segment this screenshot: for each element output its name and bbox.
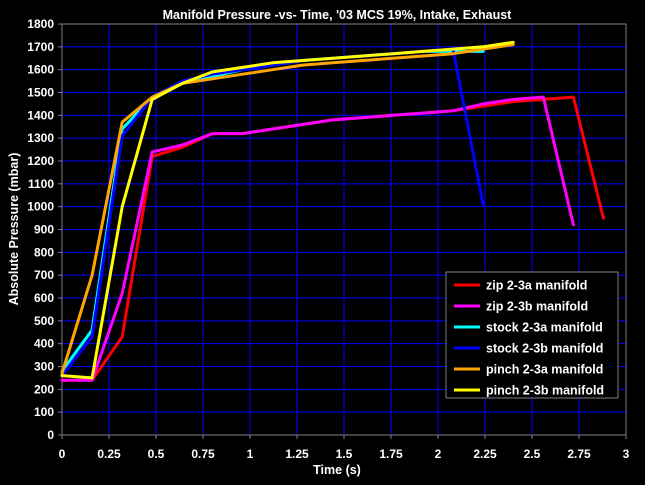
- y-tick-label: 1400: [27, 108, 54, 122]
- legend-label: stock 2-3a manifold: [486, 321, 603, 335]
- legend-label: pinch 2-3b manifold: [486, 384, 604, 398]
- y-tick-label: 1700: [27, 40, 54, 54]
- x-tick-label: 2.75: [567, 447, 591, 461]
- y-axis: 0 100 200 300 400 500 600 700 800 900 1000 1100 1200…: [27, 17, 62, 442]
- y-tick-label: 200: [34, 382, 54, 396]
- x-axis: 0 0.25 0.5 0.75 1 1.25 1.5 1.75 2 2.25 2.5 2.75 3: [59, 435, 630, 461]
- y-tick-label: 400: [34, 337, 54, 351]
- legend-label: stock 2-3b manifold: [486, 342, 603, 356]
- y-tick-label: 900: [34, 223, 54, 237]
- y-tick-label: 1500: [27, 86, 54, 100]
- y-tick-label: 1000: [27, 200, 54, 214]
- x-axis-label: Time (s): [313, 463, 361, 477]
- y-tick-label: 100: [34, 405, 54, 419]
- x-tick-label: 0.25: [97, 447, 121, 461]
- y-tick-label: 1100: [28, 177, 54, 191]
- legend-box: [445, 271, 619, 399]
- y-tick-label: 800: [34, 245, 54, 259]
- x-tick-label: 1.75: [379, 447, 403, 461]
- y-tick-label: 0: [47, 428, 54, 442]
- x-tick-label: 0: [59, 447, 66, 461]
- series-line-5: [60, 43, 515, 375]
- y-axis-label: Absolute Pressure (mbar): [7, 153, 21, 306]
- series-line-2: [60, 95, 575, 382]
- y-tick-label: 1300: [27, 131, 54, 145]
- x-tick-label: 1.25: [285, 447, 309, 461]
- y-tick-label: 700: [34, 268, 54, 282]
- y-tick-label: 1800: [27, 17, 54, 31]
- legend-label: zip 2-3a manifold: [486, 279, 587, 293]
- x-tick-label: 3: [623, 447, 630, 461]
- legend-label: pinch 2-3a manifold: [486, 363, 603, 377]
- x-tick-label: 0.5: [148, 447, 165, 461]
- chart-title: Manifold Pressure -vs- Time, '03 MCS 19%…: [163, 8, 513, 22]
- x-tick-label: 2.5: [524, 447, 541, 461]
- x-tick-label: 2: [435, 447, 442, 461]
- y-tick-label: 300: [34, 360, 54, 374]
- x-tick-label: 1.5: [336, 447, 353, 461]
- series-lines: [60, 40, 605, 382]
- legend: zip 2-3a manifold zip 2-3b manifold stock …: [445, 271, 619, 399]
- y-tick-label: 1200: [27, 154, 54, 168]
- y-tick-label: 500: [34, 314, 54, 328]
- x-tick-label: 0.75: [191, 447, 215, 461]
- y-tick-label: 1600: [27, 63, 54, 77]
- legend-label: zip 2-3b manifold: [486, 300, 588, 314]
- y-tick-label: 600: [34, 291, 54, 305]
- series-line-6: [60, 40, 515, 380]
- x-tick-label: 2.25: [473, 447, 497, 461]
- x-tick-label: 1: [247, 447, 254, 461]
